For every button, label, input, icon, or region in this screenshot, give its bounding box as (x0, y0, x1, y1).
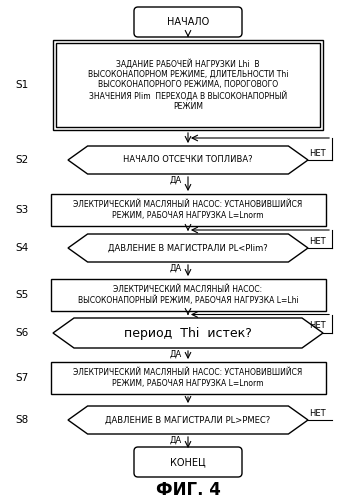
Text: S6: S6 (15, 328, 29, 338)
Text: ЗАДАНИЕ РАБОЧЕЙ НАГРУЗКИ Lhi  В
ВЫСОКОНАПОРНОМ РЕЖИМЕ, ДЛИТЕЛЬНОСТИ Thi
ВЫСОКОНА: ЗАДАНИЕ РАБОЧЕЙ НАГРУЗКИ Lhi В ВЫСОКОНАП… (88, 59, 288, 111)
FancyBboxPatch shape (134, 447, 242, 477)
Text: ЭЛЕКТРИЧЕСКИЙ МАСЛЯНЫЙ НАСОС: УСТАНОВИВШИЙСЯ
РЕЖИМ, РАБОЧАЯ НАГРУЗКА L=Lnorm: ЭЛЕКТРИЧЕСКИЙ МАСЛЯНЫЙ НАСОС: УСТАНОВИВШ… (73, 368, 303, 388)
Text: ЭЛЕКТРИЧЕСКИЙ МАСЛЯНЫЙ НАСОС:
ВЫСОКОНАПОРНЫЙ РЕЖИМ, РАБОЧАЯ НАГРУЗКА L=Lhi: ЭЛЕКТРИЧЕСКИЙ МАСЛЯНЫЙ НАСОС: ВЫСОКОНАПО… (77, 285, 298, 305)
Bar (53, 40, 323, 130)
Text: S7: S7 (15, 373, 29, 383)
Text: S2: S2 (15, 155, 29, 165)
Bar (51, 194, 325, 226)
Text: ДА: ДА (170, 176, 182, 185)
Text: ДА: ДА (170, 263, 182, 272)
Text: НАЧАЛО ОТСЕЧКИ ТОПЛИВА?: НАЧАЛО ОТСЕЧКИ ТОПЛИВА? (123, 156, 253, 165)
Text: ДАВЛЕНИЕ В МАГИСТРАЛИ PL<Plim?: ДАВЛЕНИЕ В МАГИСТРАЛИ PL<Plim? (108, 244, 268, 252)
Text: S1: S1 (15, 80, 29, 90)
Text: ЭЛЕКТРИЧЕСКИЙ МАСЛЯНЫЙ НАСОС: УСТАНОВИВШИЙСЯ
РЕЖИМ, РАБОЧАЯ НАГРУЗКА L=Lnorm: ЭЛЕКТРИЧЕСКИЙ МАСЛЯНЫЙ НАСОС: УСТАНОВИВШ… (73, 200, 303, 220)
Text: S3: S3 (15, 205, 29, 215)
Text: КОНЕЦ: КОНЕЦ (170, 457, 206, 467)
Polygon shape (68, 234, 308, 262)
Polygon shape (68, 406, 308, 434)
Bar (51, 279, 325, 311)
Text: ДАВЛЕНИЕ В МАГИСТРАЛИ PL>РМЕС?: ДАВЛЕНИЕ В МАГИСТРАЛИ PL>РМЕС? (105, 416, 271, 425)
FancyBboxPatch shape (134, 7, 242, 37)
Text: S8: S8 (15, 415, 29, 425)
Text: S4: S4 (15, 243, 29, 253)
Polygon shape (68, 146, 308, 174)
Text: S5: S5 (15, 290, 29, 300)
Text: период  Thi  истек?: период Thi истек? (124, 326, 252, 339)
Polygon shape (53, 318, 323, 348)
Bar (51, 362, 325, 394)
Bar (56, 43, 320, 127)
Text: НЕТ: НЕТ (309, 409, 325, 418)
Text: НЕТ: НЕТ (309, 149, 325, 158)
Text: ДА: ДА (170, 436, 182, 445)
Text: НАЧАЛО: НАЧАЛО (167, 17, 209, 27)
Text: НЕТ: НЕТ (309, 237, 325, 246)
Text: ДА: ДА (170, 349, 182, 358)
Text: ФИГ. 4: ФИГ. 4 (156, 481, 220, 499)
Text: НЕТ: НЕТ (309, 320, 325, 329)
